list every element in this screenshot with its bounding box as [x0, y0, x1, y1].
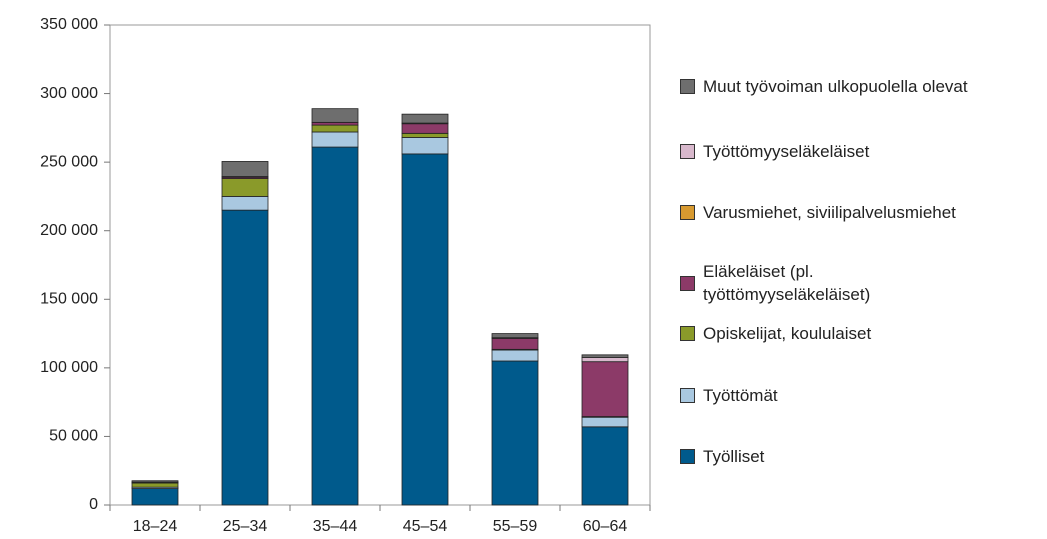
legend-swatch: [680, 79, 695, 94]
bar-segment: [221, 196, 269, 211]
bar-segment: [311, 146, 359, 506]
bar-segment: [581, 426, 629, 506]
legend-label: Työttömät: [703, 386, 778, 405]
legend-item: Varusmiehet, siviilipalvelusmiehet: [680, 201, 1043, 224]
bar-segment: [491, 337, 539, 350]
y-tick-label: 200 000: [40, 222, 98, 239]
legend-item: Työttömät: [680, 384, 1043, 407]
y-tick-label: 150 000: [40, 291, 98, 308]
bar-segment: [581, 357, 629, 363]
legend-label: Työlliset: [703, 447, 765, 466]
legend-label: Työttömyyseläkeläiset: [703, 142, 870, 161]
y-tick-label: 250 000: [40, 153, 98, 170]
bar-segment: [311, 121, 359, 126]
bar-segment: [401, 123, 449, 134]
bar-segment: [491, 349, 539, 362]
chart: 0 50 000 100 000 150 000 200 000 250 000 300 0…: [40, 16, 651, 535]
legend-swatch: [680, 388, 695, 403]
x-tick-label: 35–44: [313, 518, 358, 535]
legend-item: Opiskelijat, koululaiset: [680, 322, 1043, 345]
x-tick-label: 60–64: [583, 518, 628, 535]
bar-segment: [401, 132, 449, 138]
y-tick-label: 50 000: [49, 428, 98, 445]
x-tick-label: 25–34: [223, 518, 268, 535]
bar-segment: [581, 354, 629, 358]
bar-segment: [221, 209, 269, 506]
bar-segment: [131, 480, 179, 483]
legend-swatch: [680, 144, 695, 159]
plot-frame: [109, 24, 651, 506]
legend-swatch: [680, 275, 695, 291]
legend-label: Varusmiehet, siviilipalvelusmiehet: [703, 203, 956, 222]
bar-segment: [311, 131, 359, 148]
x-tick-label: 45–54: [403, 518, 448, 535]
legend-item: Työlliset: [680, 445, 1043, 468]
bar-segment: [401, 113, 449, 124]
bar-segment: [221, 178, 269, 197]
bar-segment: [491, 360, 539, 506]
legend-swatch: [680, 205, 695, 220]
y-tick-label: 100 000: [40, 359, 98, 376]
legend-item: Eläkeläiset (pl. työttömyyseläkeläiset): [680, 260, 923, 306]
bar-segment: [221, 161, 269, 177]
legend-swatch: [680, 326, 695, 341]
bar-segment: [491, 333, 539, 339]
x-tick-label: 18–24: [133, 518, 178, 535]
legend-item: Työttömyyseläkeläiset: [680, 140, 1043, 163]
y-tick-label: 0: [89, 496, 98, 513]
bar-segment: [131, 488, 179, 506]
bar-segment: [311, 124, 359, 133]
x-tick-label: 55–59: [493, 518, 538, 535]
legend-label: Opiskelijat, koululaiset: [703, 324, 872, 343]
bar-segment: [131, 482, 179, 488]
bar-segment: [401, 137, 449, 155]
bar-segment: [401, 153, 449, 506]
bar-segment: [311, 108, 359, 123]
legend-item: Muut työvoiman ulkopuolella olevat: [680, 75, 1043, 98]
y-tick-label: 350 000: [40, 16, 98, 33]
legend-swatch: [680, 449, 695, 464]
bar-segment: [581, 361, 629, 417]
bar-segment: [581, 416, 629, 428]
legend-label: Eläkeläiset (pl. työttömyyseläkeläiset): [703, 262, 871, 304]
y-tick-label: 300 000: [40, 85, 98, 102]
legend-label: Muut työvoiman ulkopuolella olevat: [703, 77, 968, 96]
